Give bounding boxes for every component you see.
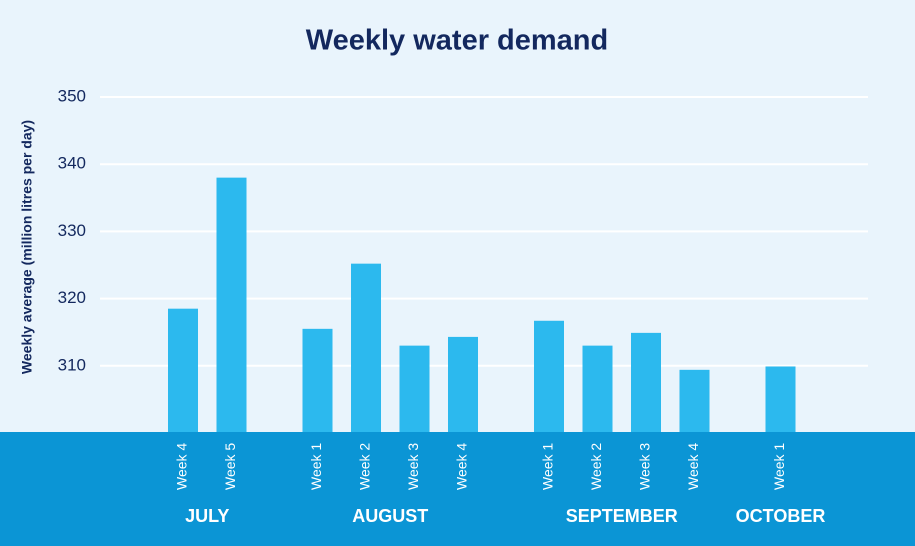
y-axis-label: Weekly average (million litres per day) [19, 120, 35, 374]
bar [302, 328, 333, 433]
bar [168, 308, 198, 433]
bar [582, 345, 613, 433]
x-tick-label: Week 4 [174, 443, 190, 490]
x-tick-label: Week 5 [222, 443, 238, 490]
y-tick-label: 340 [58, 154, 86, 173]
x-tick-label: Week 2 [357, 443, 373, 490]
y-tick-label: 350 [58, 86, 86, 105]
chart-title: Weekly water demand [306, 25, 608, 57]
bar [631, 332, 661, 433]
bar [765, 366, 796, 433]
bar [448, 336, 478, 433]
group-label: SEPTEMBER [566, 506, 678, 526]
x-tick-label: Week 4 [685, 443, 701, 490]
y-tick-label: 330 [58, 221, 86, 240]
group-label: OCTOBER [736, 506, 826, 526]
group-label: AUGUST [352, 506, 428, 526]
axis-band [0, 432, 915, 546]
bar [679, 369, 710, 433]
bar [534, 320, 564, 433]
y-tick-label: 320 [58, 288, 86, 307]
x-tick-label: Week 1 [308, 443, 324, 490]
x-tick-label: Week 1 [771, 443, 787, 490]
x-tick-label: Week 4 [454, 443, 470, 490]
bar [399, 345, 430, 433]
bar [216, 177, 247, 433]
group-label: JULY [185, 506, 229, 526]
x-tick-label: Week 1 [540, 443, 556, 490]
x-tick-label: Week 3 [405, 443, 421, 490]
x-tick-label: Week 3 [637, 443, 653, 490]
bar [351, 263, 381, 433]
y-tick-label: 310 [58, 355, 86, 374]
x-tick-label: Week 2 [588, 443, 604, 490]
